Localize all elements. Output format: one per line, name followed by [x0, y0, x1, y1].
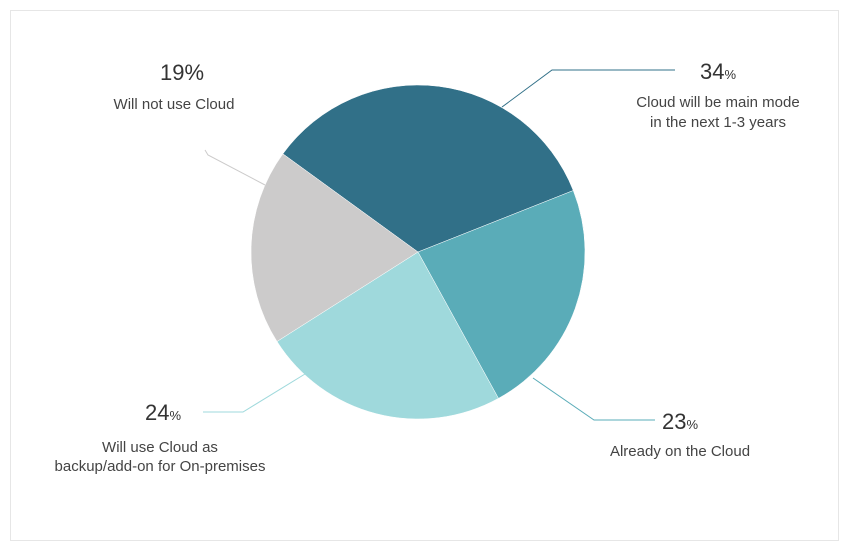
leader-line-backup	[203, 373, 306, 413]
pct-label-backup: 24%	[145, 400, 181, 425]
slice-label-already: Already on the Cloud	[610, 443, 750, 460]
slice-main-mode	[282, 84, 574, 253]
slice-label-main-mode-line2: in the next 1-3 years	[650, 114, 786, 131]
leader-line-already	[532, 377, 655, 421]
slice-label-backup-line1: Will use Cloud as	[102, 439, 218, 456]
pct-label-not-use: 19%	[160, 60, 204, 85]
pct-label-main-mode: 34%	[700, 59, 736, 84]
pie-slices	[250, 84, 586, 420]
slice-will-not-use	[250, 153, 419, 342]
slice-already-on-cloud	[417, 190, 586, 399]
slice-backup-addon	[276, 251, 499, 420]
leader-line-not-use	[204, 149, 266, 186]
leader-line-main-mode	[501, 69, 675, 108]
slice-label-backup-line2: backup/add-on for On-premises	[55, 458, 266, 475]
slice-label-main-mode-line1: Cloud will be main mode	[636, 94, 799, 111]
slice-label-not-use: Will not use Cloud	[114, 96, 235, 113]
pct-label-already: 23%	[662, 409, 698, 434]
